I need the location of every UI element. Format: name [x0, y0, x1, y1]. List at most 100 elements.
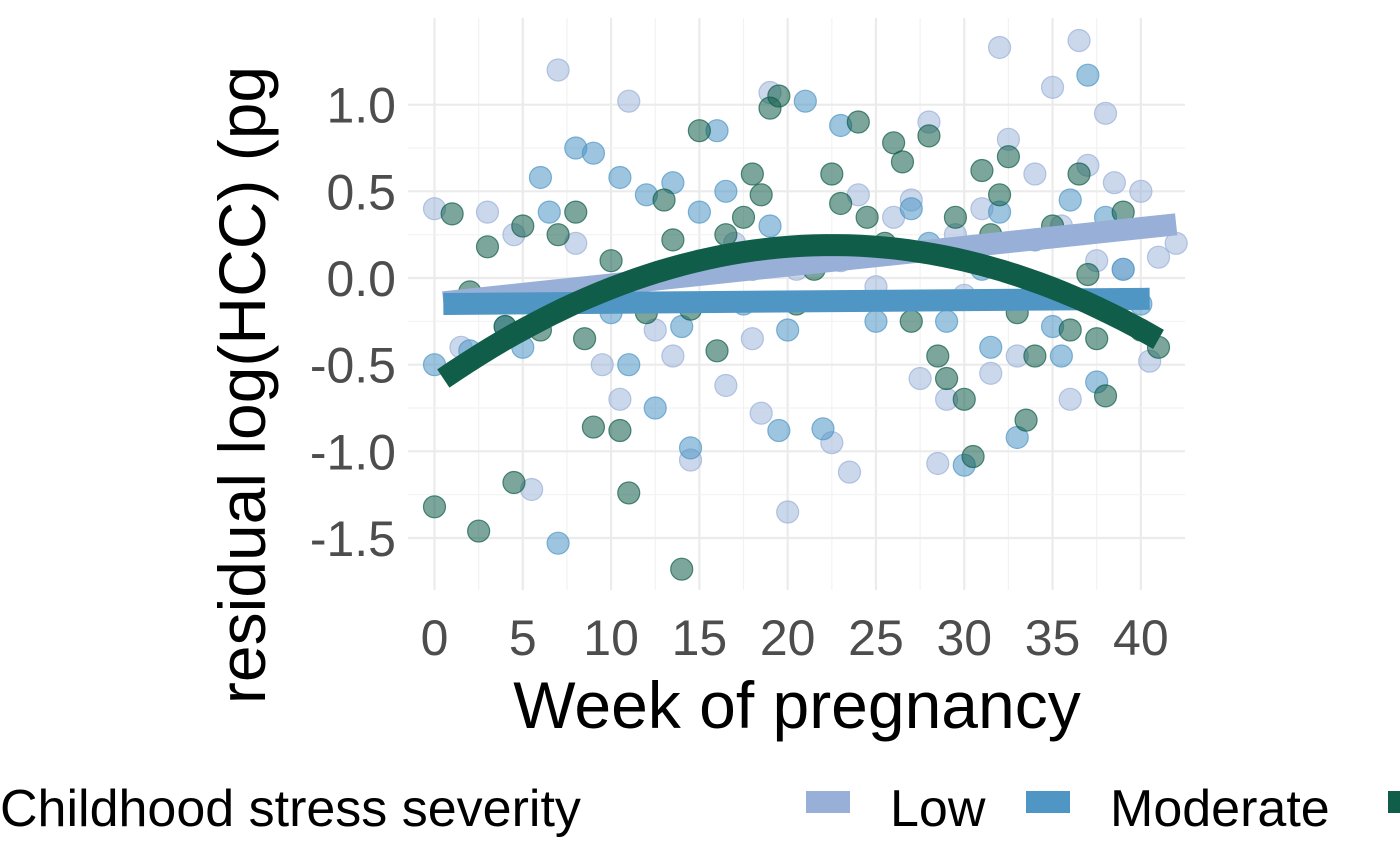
data-point [608, 387, 632, 411]
data-point [899, 309, 923, 333]
data-point [1076, 63, 1100, 87]
data-point [811, 417, 835, 441]
data-point [1058, 318, 1082, 342]
y-axis-title: residual log(HCC) (pg [205, 66, 279, 704]
data-point [714, 179, 738, 203]
x-tick-label: 40 [1113, 610, 1169, 666]
y-tick-label: 0.5 [326, 164, 396, 220]
data-point [670, 557, 694, 581]
data-point [758, 214, 782, 238]
trend-line [442, 213, 1178, 314]
data-point [1067, 162, 1091, 186]
x-tick-label: 30 [936, 610, 992, 666]
legend: Childhood stress severity Low Moderate [0, 780, 1400, 838]
data-point [837, 460, 862, 484]
data-point [1023, 162, 1047, 186]
data-point [776, 500, 800, 524]
data-point [617, 353, 641, 377]
data-point [1040, 75, 1065, 99]
data-point [855, 205, 879, 229]
trend-lines [437, 213, 1178, 388]
data-point [1129, 179, 1153, 203]
data-point [793, 89, 817, 113]
data-point [740, 162, 764, 186]
data-point [749, 401, 773, 425]
data-point [475, 200, 500, 224]
data-point [599, 249, 623, 273]
data-point [643, 396, 667, 420]
data-point [705, 339, 729, 363]
data-point [1093, 384, 1118, 408]
data-point [917, 124, 941, 148]
data-point [528, 165, 553, 190]
data-point [926, 344, 950, 368]
data-point [467, 519, 491, 543]
data-point [943, 205, 968, 229]
legend-key [806, 791, 850, 813]
data-point [926, 451, 950, 476]
data-point [714, 373, 738, 398]
legend-title: Childhood stress severity [0, 780, 581, 838]
data-point [1076, 262, 1100, 287]
data-point [661, 344, 685, 368]
data-point [767, 84, 791, 108]
data-point [908, 366, 932, 391]
trend-line [437, 234, 1164, 388]
x-tick-label: 5 [509, 610, 537, 666]
data-point [546, 531, 570, 555]
x-tick-label: 10 [583, 610, 639, 666]
data-point [608, 165, 632, 190]
data-point [1058, 387, 1082, 411]
data-point [890, 150, 915, 174]
data-point [537, 200, 561, 224]
data-point [581, 141, 606, 165]
data-point [987, 35, 1012, 60]
legend-label: Moderate [1110, 780, 1330, 838]
data-point [687, 200, 711, 224]
x-axis-ticks: 0 5 10 15 20 25 30 35 40 [421, 610, 1169, 666]
data-point [829, 191, 853, 216]
y-tick-label: 0.0 [326, 251, 396, 307]
legend-label: Low [890, 780, 986, 838]
data-point [422, 495, 447, 519]
data-point [749, 183, 773, 207]
data-point [952, 387, 976, 411]
data-point [511, 214, 535, 238]
data-point [882, 131, 906, 155]
data-point [617, 89, 641, 113]
x-tick-label: 25 [848, 610, 904, 666]
data-point [590, 353, 614, 377]
trend-line [443, 287, 1150, 315]
data-point [970, 158, 994, 183]
data-point [979, 361, 1003, 385]
data-point [687, 119, 711, 143]
data-point [740, 327, 764, 351]
data-point [1146, 245, 1171, 269]
x-tick-label: 35 [1025, 610, 1081, 666]
data-point [820, 162, 844, 186]
data-point [846, 110, 870, 134]
data-point [714, 223, 738, 247]
data-point [1093, 101, 1118, 125]
data-point [608, 418, 632, 443]
y-axis-ticks: -1.5 -1.0 -0.5 0.0 0.5 1.0 [310, 78, 396, 567]
y-tick-label: -0.5 [310, 338, 396, 394]
legend-key [1388, 791, 1400, 813]
data-point [564, 200, 588, 224]
data-point [767, 418, 791, 443]
data-point [661, 228, 685, 252]
y-tick-label: 1.0 [326, 78, 396, 134]
data-point [1111, 257, 1135, 281]
data-point [572, 327, 597, 351]
data-point [546, 223, 570, 247]
data-point [979, 335, 1003, 359]
data-point [1067, 28, 1091, 53]
data-point [935, 366, 959, 391]
data-point [546, 58, 570, 82]
data-point [1049, 344, 1073, 368]
data-point [961, 444, 985, 469]
data-point [776, 318, 800, 342]
data-point [899, 197, 923, 221]
data-point [731, 205, 756, 229]
x-tick-label: 0 [421, 610, 449, 666]
